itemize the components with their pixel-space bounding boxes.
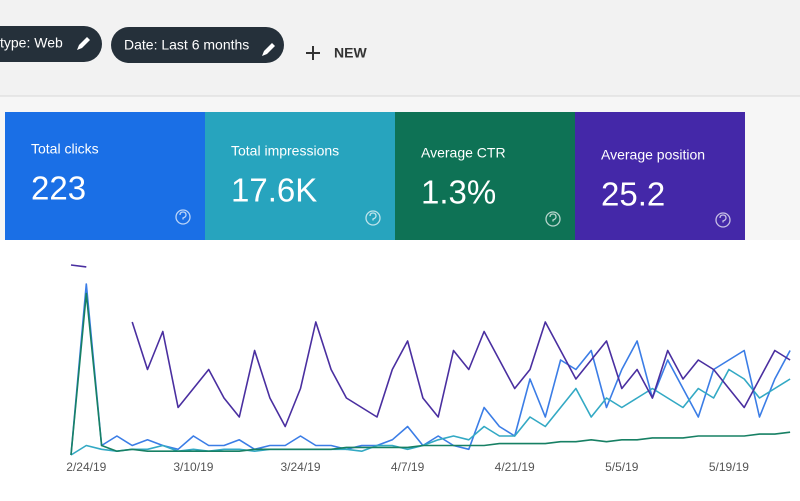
x-tick-label: 3/24/19 <box>280 460 320 474</box>
x-tick-label: 5/5/19 <box>605 460 639 474</box>
x-tick-label: 3/10/19 <box>173 460 213 474</box>
x-tick-label: 4/7/19 <box>391 460 425 474</box>
metric-label: Total clicks <box>31 141 99 157</box>
help-icon-mark <box>719 214 727 223</box>
chart-panel <box>0 240 800 501</box>
metric-card[interactable]: Total impressions 17.6K <box>205 112 395 240</box>
series-line <box>70 264 791 428</box>
x-tick-label: 2/24/19 <box>66 460 106 474</box>
x-tick-label: 4/21/19 <box>495 460 535 474</box>
filter-chip[interactable]: type: Web <box>0 26 102 62</box>
help-icon-mark <box>369 212 377 221</box>
chip-background <box>111 27 284 63</box>
help-icon <box>365 210 381 226</box>
chip-label: type: Web <box>0 35 63 51</box>
metric-card[interactable]: Average position 25.2 <box>575 112 745 240</box>
card-background <box>395 112 575 240</box>
edit-icon <box>77 37 90 50</box>
metric-value: 1.3% <box>421 174 496 211</box>
series-line <box>70 292 791 456</box>
x-tick-label: 5/19/19 <box>709 460 749 474</box>
help-icon <box>715 212 731 228</box>
metric-value: 223 <box>31 170 86 207</box>
metric-value: 17.6K <box>231 172 317 209</box>
new-label: NEW <box>334 45 367 61</box>
help-icon-mark <box>549 213 557 222</box>
help-icon <box>175 209 191 225</box>
metric-card[interactable]: Total clicks 223 <box>5 112 205 240</box>
edit-icon <box>262 43 275 56</box>
filter-chip[interactable]: Date: Last 6 months <box>111 27 284 63</box>
metric-label: Total impressions <box>231 143 339 159</box>
card-background <box>205 112 395 240</box>
card-background <box>5 112 205 240</box>
help-icon-mark <box>179 211 187 220</box>
chip-background <box>0 26 102 62</box>
metric-label: Average position <box>601 147 705 163</box>
metric-label: Average CTR <box>421 145 506 161</box>
series-line <box>70 368 791 456</box>
plus-icon <box>306 46 320 60</box>
metric-card[interactable]: Average CTR 1.3% <box>395 112 575 240</box>
series-line <box>70 283 791 456</box>
chip-label: Date: Last 6 months <box>124 37 249 53</box>
metric-value: 25.2 <box>601 176 665 213</box>
help-icon <box>545 211 561 227</box>
new-filter-button[interactable]: NEW <box>306 45 367 61</box>
